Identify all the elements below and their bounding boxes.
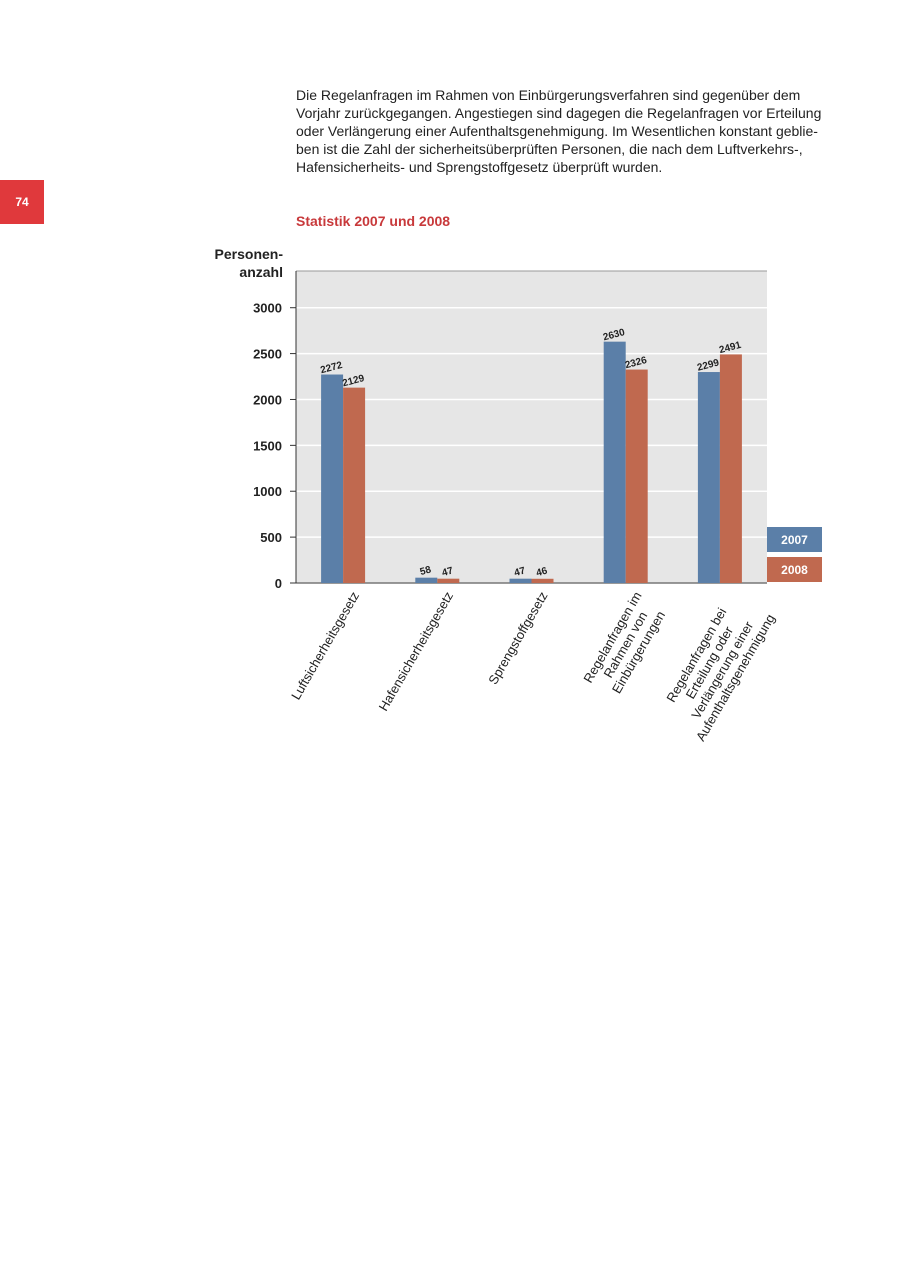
value-label: 58: [419, 564, 433, 578]
bar: [437, 578, 460, 583]
bar: [321, 374, 344, 583]
y-tick-label: 500: [260, 530, 282, 545]
page-number: 74: [0, 180, 44, 224]
legend-entry: 2007: [767, 527, 822, 552]
y-tick-label: 1500: [253, 438, 282, 453]
chart-title: Statistik 2007 und 2008: [296, 213, 451, 229]
bar: [697, 372, 720, 583]
legend-entry: 2008: [767, 557, 822, 582]
value-label: 47: [441, 565, 455, 579]
y-axis-label: Personen- anzahl: [214, 246, 283, 280]
bar: [603, 341, 626, 583]
bar: [719, 354, 742, 583]
body-text: Die Regelanfragen im Rahmen von Einbürge…: [296, 87, 822, 175]
y-tick-label: 2000: [253, 392, 282, 407]
bar: [625, 369, 648, 583]
value-label: 46: [535, 565, 549, 579]
y-tick-label: 2500: [253, 347, 282, 362]
plot-background: [296, 271, 767, 583]
y-tick-label: 0: [275, 576, 282, 591]
y-tick-label: 3000: [253, 301, 282, 316]
bar: [531, 578, 554, 583]
value-label: 47: [513, 565, 527, 579]
bar: [343, 387, 366, 583]
bar: [415, 577, 438, 583]
y-tick-label: 1000: [253, 484, 282, 499]
bar: [509, 578, 532, 583]
